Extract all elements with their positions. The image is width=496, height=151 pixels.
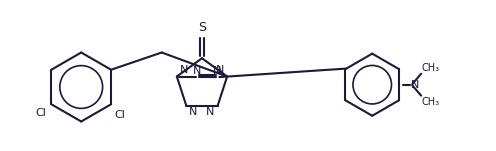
Text: N: N: [213, 66, 221, 76]
Text: Cl: Cl: [36, 108, 47, 118]
Text: N: N: [189, 107, 198, 117]
Text: CH₃: CH₃: [422, 63, 440, 73]
Text: CH₃: CH₃: [422, 97, 440, 107]
Text: N: N: [206, 107, 215, 117]
Text: N: N: [411, 80, 419, 90]
Text: Cl: Cl: [115, 110, 125, 120]
Text: N: N: [216, 65, 224, 75]
Text: S: S: [198, 21, 206, 34]
Text: N: N: [193, 66, 201, 76]
Text: N: N: [180, 65, 188, 75]
